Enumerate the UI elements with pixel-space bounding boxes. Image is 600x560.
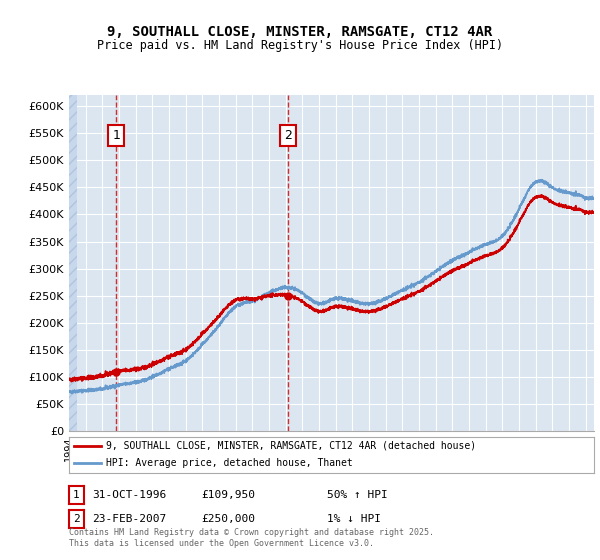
Text: 2: 2 xyxy=(284,129,292,142)
Text: Price paid vs. HM Land Registry's House Price Index (HPI): Price paid vs. HM Land Registry's House … xyxy=(97,39,503,52)
Text: £109,950: £109,950 xyxy=(201,490,255,500)
Text: 50% ↑ HPI: 50% ↑ HPI xyxy=(327,490,388,500)
Text: HPI: Average price, detached house, Thanet: HPI: Average price, detached house, Than… xyxy=(106,458,353,468)
Text: 1% ↓ HPI: 1% ↓ HPI xyxy=(327,514,381,524)
Text: 2: 2 xyxy=(73,514,80,524)
Text: 31-OCT-1996: 31-OCT-1996 xyxy=(92,490,166,500)
Text: £250,000: £250,000 xyxy=(201,514,255,524)
Text: 23-FEB-2007: 23-FEB-2007 xyxy=(92,514,166,524)
Text: 9, SOUTHALL CLOSE, MINSTER, RAMSGATE, CT12 4AR: 9, SOUTHALL CLOSE, MINSTER, RAMSGATE, CT… xyxy=(107,25,493,39)
Bar xyxy=(69,95,77,431)
Text: 9, SOUTHALL CLOSE, MINSTER, RAMSGATE, CT12 4AR (detached house): 9, SOUTHALL CLOSE, MINSTER, RAMSGATE, CT… xyxy=(106,441,476,451)
Text: 1: 1 xyxy=(112,129,120,142)
Text: 1: 1 xyxy=(73,490,80,500)
Text: Contains HM Land Registry data © Crown copyright and database right 2025.
This d: Contains HM Land Registry data © Crown c… xyxy=(69,528,434,548)
